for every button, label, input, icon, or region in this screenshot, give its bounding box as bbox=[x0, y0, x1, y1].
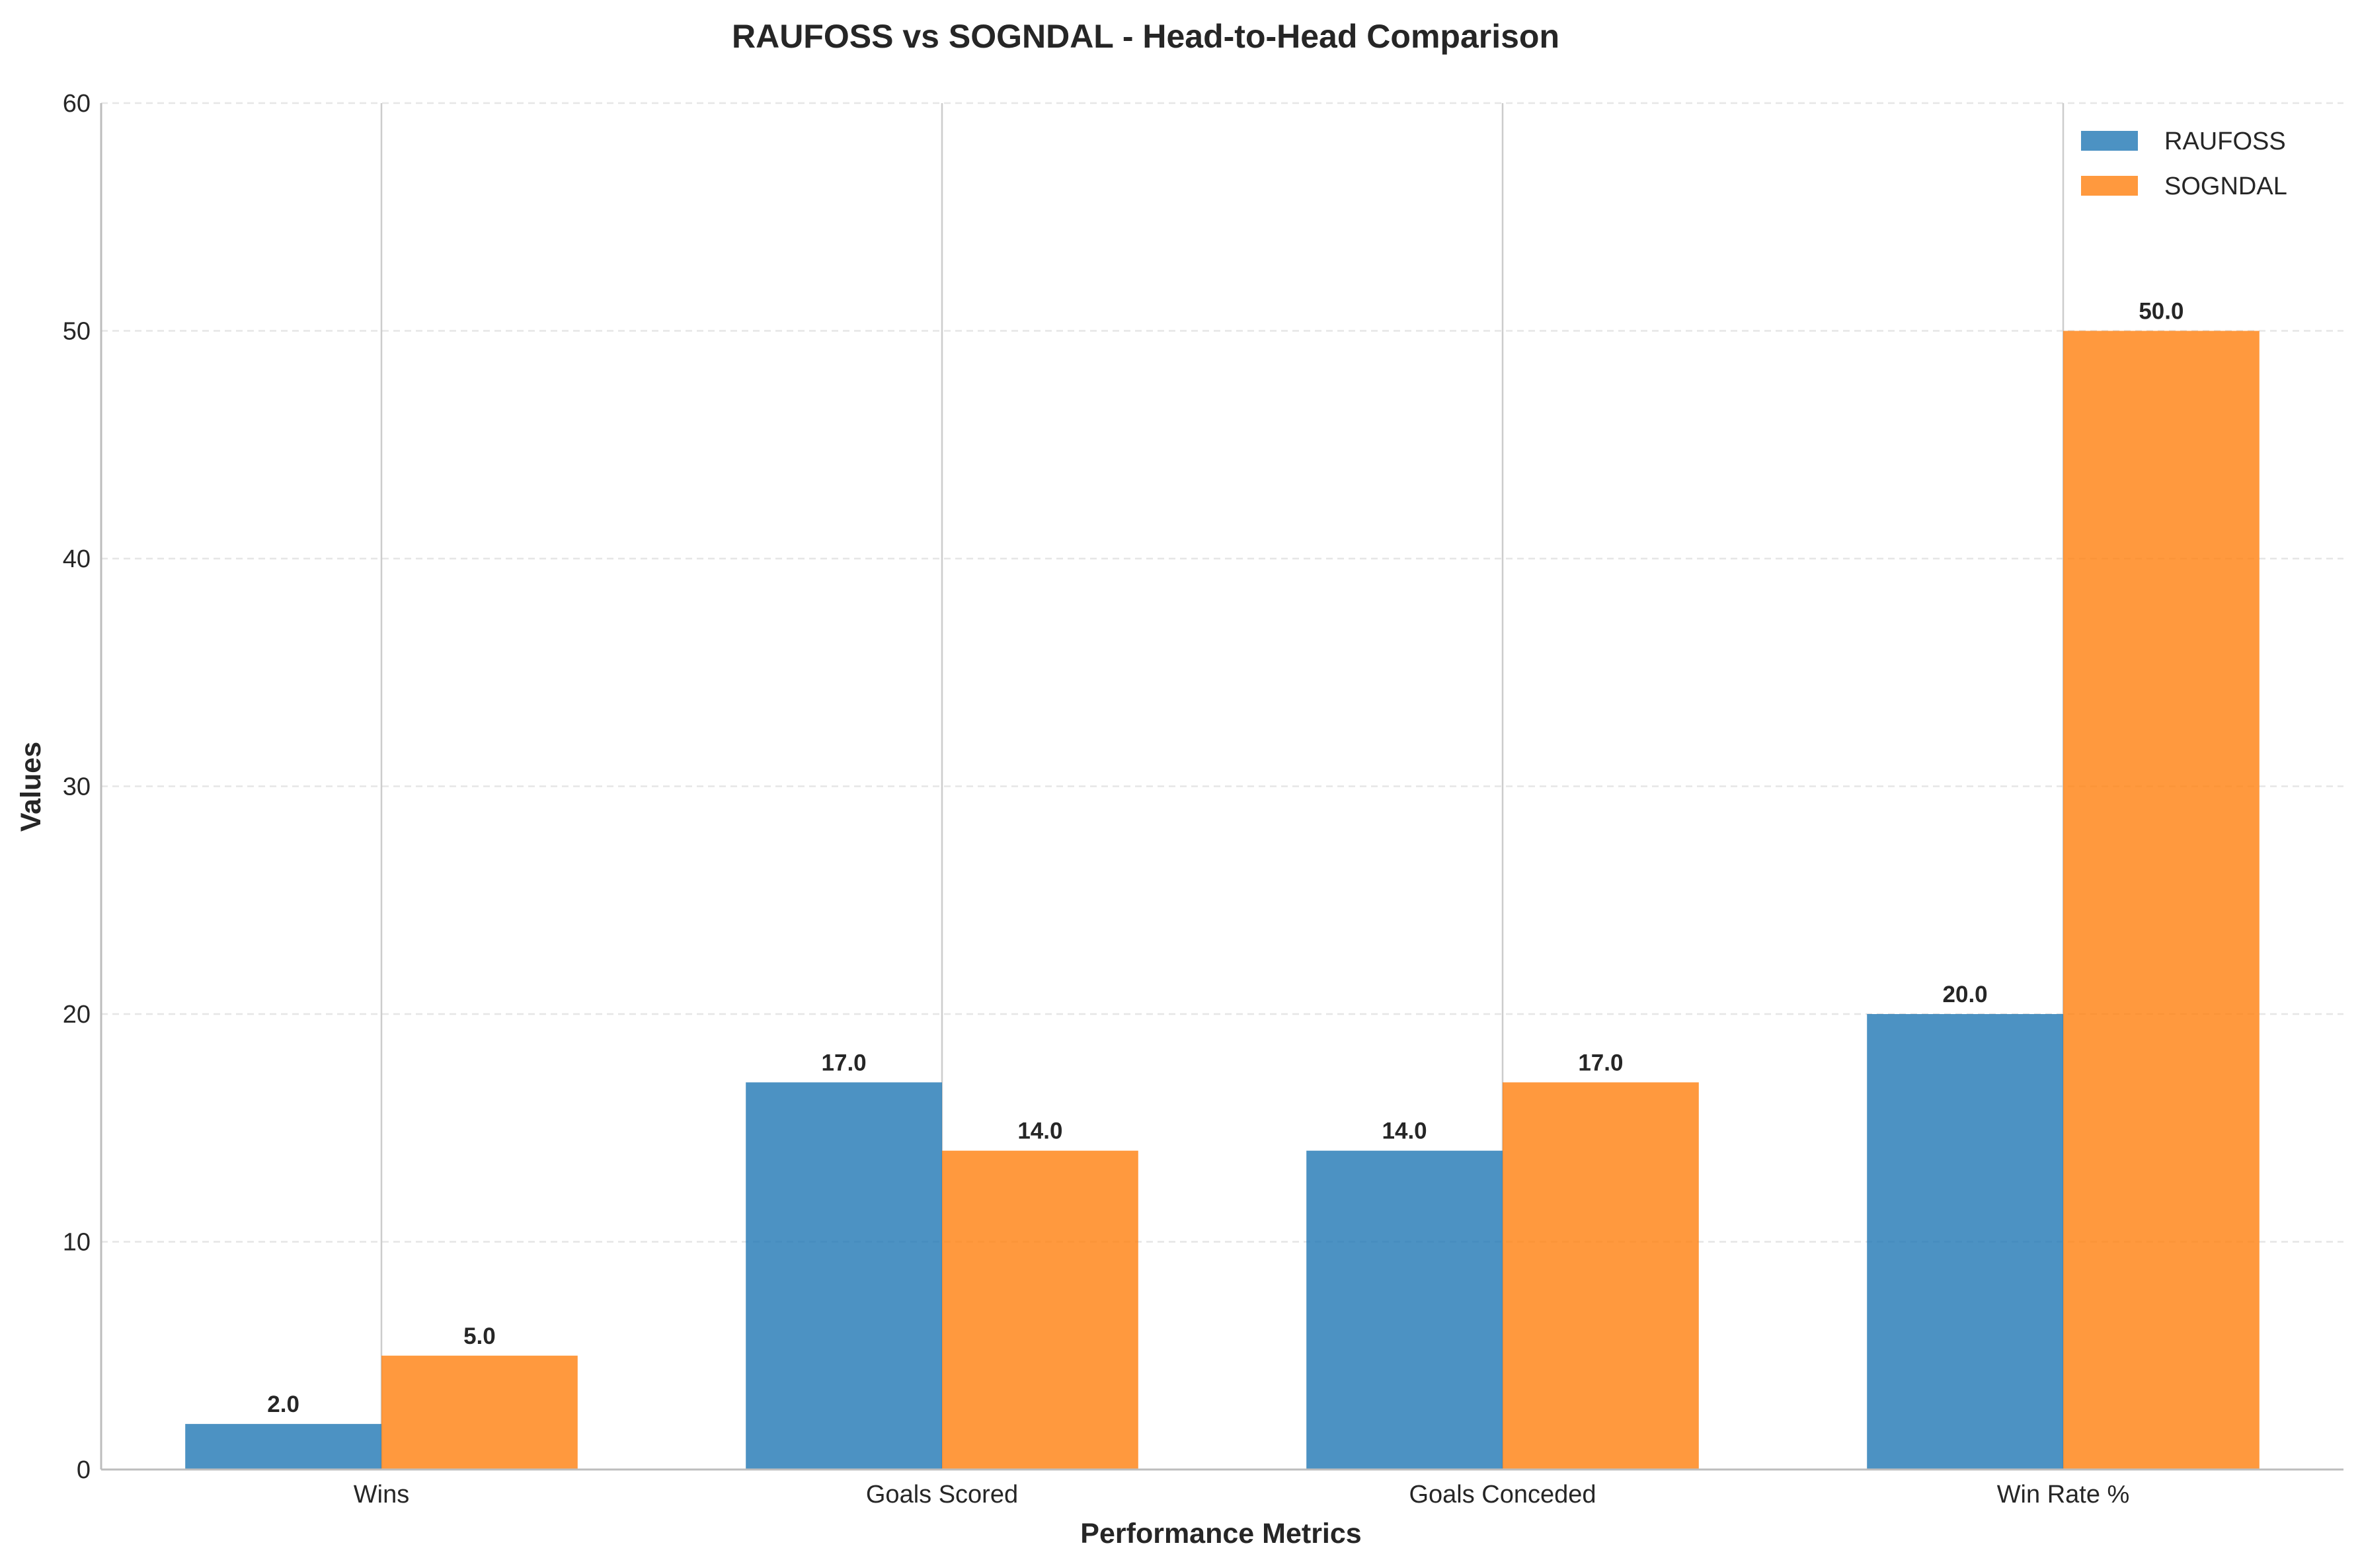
legend-swatch-sogndal bbox=[2081, 176, 2138, 196]
x-tick-label: Goals Scored bbox=[866, 1481, 1018, 1509]
data-labels: 2.0 17.0 14.0 20.0 5.0 14.0 17.0 50.0 bbox=[267, 299, 2183, 1418]
data-label: 14.0 bbox=[1017, 1118, 1062, 1144]
y-tick-label: 60 bbox=[63, 90, 91, 118]
bar-sogndal bbox=[381, 1355, 578, 1470]
x-tick-label: Wins bbox=[354, 1481, 409, 1509]
x-axis-label: Performance Metrics bbox=[1080, 1518, 1361, 1549]
data-label: 17.0 bbox=[822, 1050, 867, 1076]
data-label: 20.0 bbox=[1943, 982, 1988, 1007]
bar-sogndal bbox=[1503, 1082, 1699, 1470]
y-tick-label: 50 bbox=[63, 318, 91, 346]
bar-sogndal bbox=[942, 1150, 1138, 1470]
bar-sogndal bbox=[2063, 331, 2260, 1470]
axes bbox=[100, 103, 2343, 1471]
y-tick-label: 40 bbox=[63, 545, 91, 573]
y-tick-labels: 0 10 20 30 40 50 60 bbox=[63, 90, 91, 1484]
x-tick-label: Win Rate % bbox=[1997, 1481, 2130, 1509]
bar-raufoss bbox=[1867, 1014, 2063, 1470]
legend-label-sogndal: SOGNDAL bbox=[2164, 173, 2287, 200]
data-label: 50.0 bbox=[2139, 299, 2183, 325]
y-axis-label: Values bbox=[15, 742, 47, 832]
y-tick-label: 30 bbox=[63, 773, 91, 801]
y-tick-label: 20 bbox=[63, 1001, 91, 1029]
x-tick-label: Goals Conceded bbox=[1409, 1481, 1596, 1509]
x-tick-labels: Wins Goals Scored Goals Conceded Win Rate % bbox=[354, 1481, 2130, 1509]
legend: RAUFOSS SOGNDAL bbox=[2081, 128, 2287, 200]
chart-title: RAUFOSS vs SOGNDAL - Head-to-Head Compar… bbox=[732, 18, 1559, 55]
bar-raufoss bbox=[1306, 1150, 1503, 1470]
data-label: 14.0 bbox=[1382, 1118, 1427, 1144]
bars bbox=[185, 331, 2260, 1470]
data-label: 2.0 bbox=[267, 1392, 299, 1417]
legend-label-raufoss: RAUFOSS bbox=[2164, 128, 2286, 155]
bar-raufoss bbox=[185, 1424, 381, 1470]
data-label: 5.0 bbox=[463, 1323, 496, 1349]
y-tick-label: 10 bbox=[63, 1229, 91, 1257]
legend-swatch-raufoss bbox=[2081, 131, 2138, 151]
bar-raufoss bbox=[746, 1082, 942, 1470]
data-label: 17.0 bbox=[1578, 1050, 1623, 1076]
y-tick-label: 0 bbox=[77, 1456, 91, 1484]
